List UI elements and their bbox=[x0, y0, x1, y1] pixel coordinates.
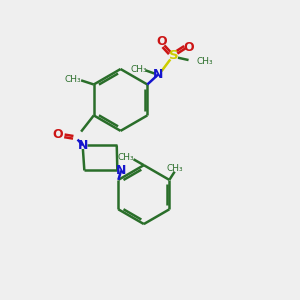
Text: S: S bbox=[169, 50, 178, 62]
Text: CH₃: CH₃ bbox=[65, 75, 82, 84]
Text: O: O bbox=[52, 128, 63, 141]
Text: CH₃: CH₃ bbox=[118, 153, 134, 162]
Text: CH₃: CH₃ bbox=[167, 164, 184, 172]
Text: N: N bbox=[153, 68, 164, 81]
Text: O: O bbox=[184, 40, 194, 54]
Text: CH₃: CH₃ bbox=[130, 65, 147, 74]
Text: CH₃: CH₃ bbox=[196, 57, 213, 66]
Text: O: O bbox=[156, 35, 167, 48]
Text: N: N bbox=[116, 164, 126, 177]
Text: N: N bbox=[78, 139, 88, 152]
